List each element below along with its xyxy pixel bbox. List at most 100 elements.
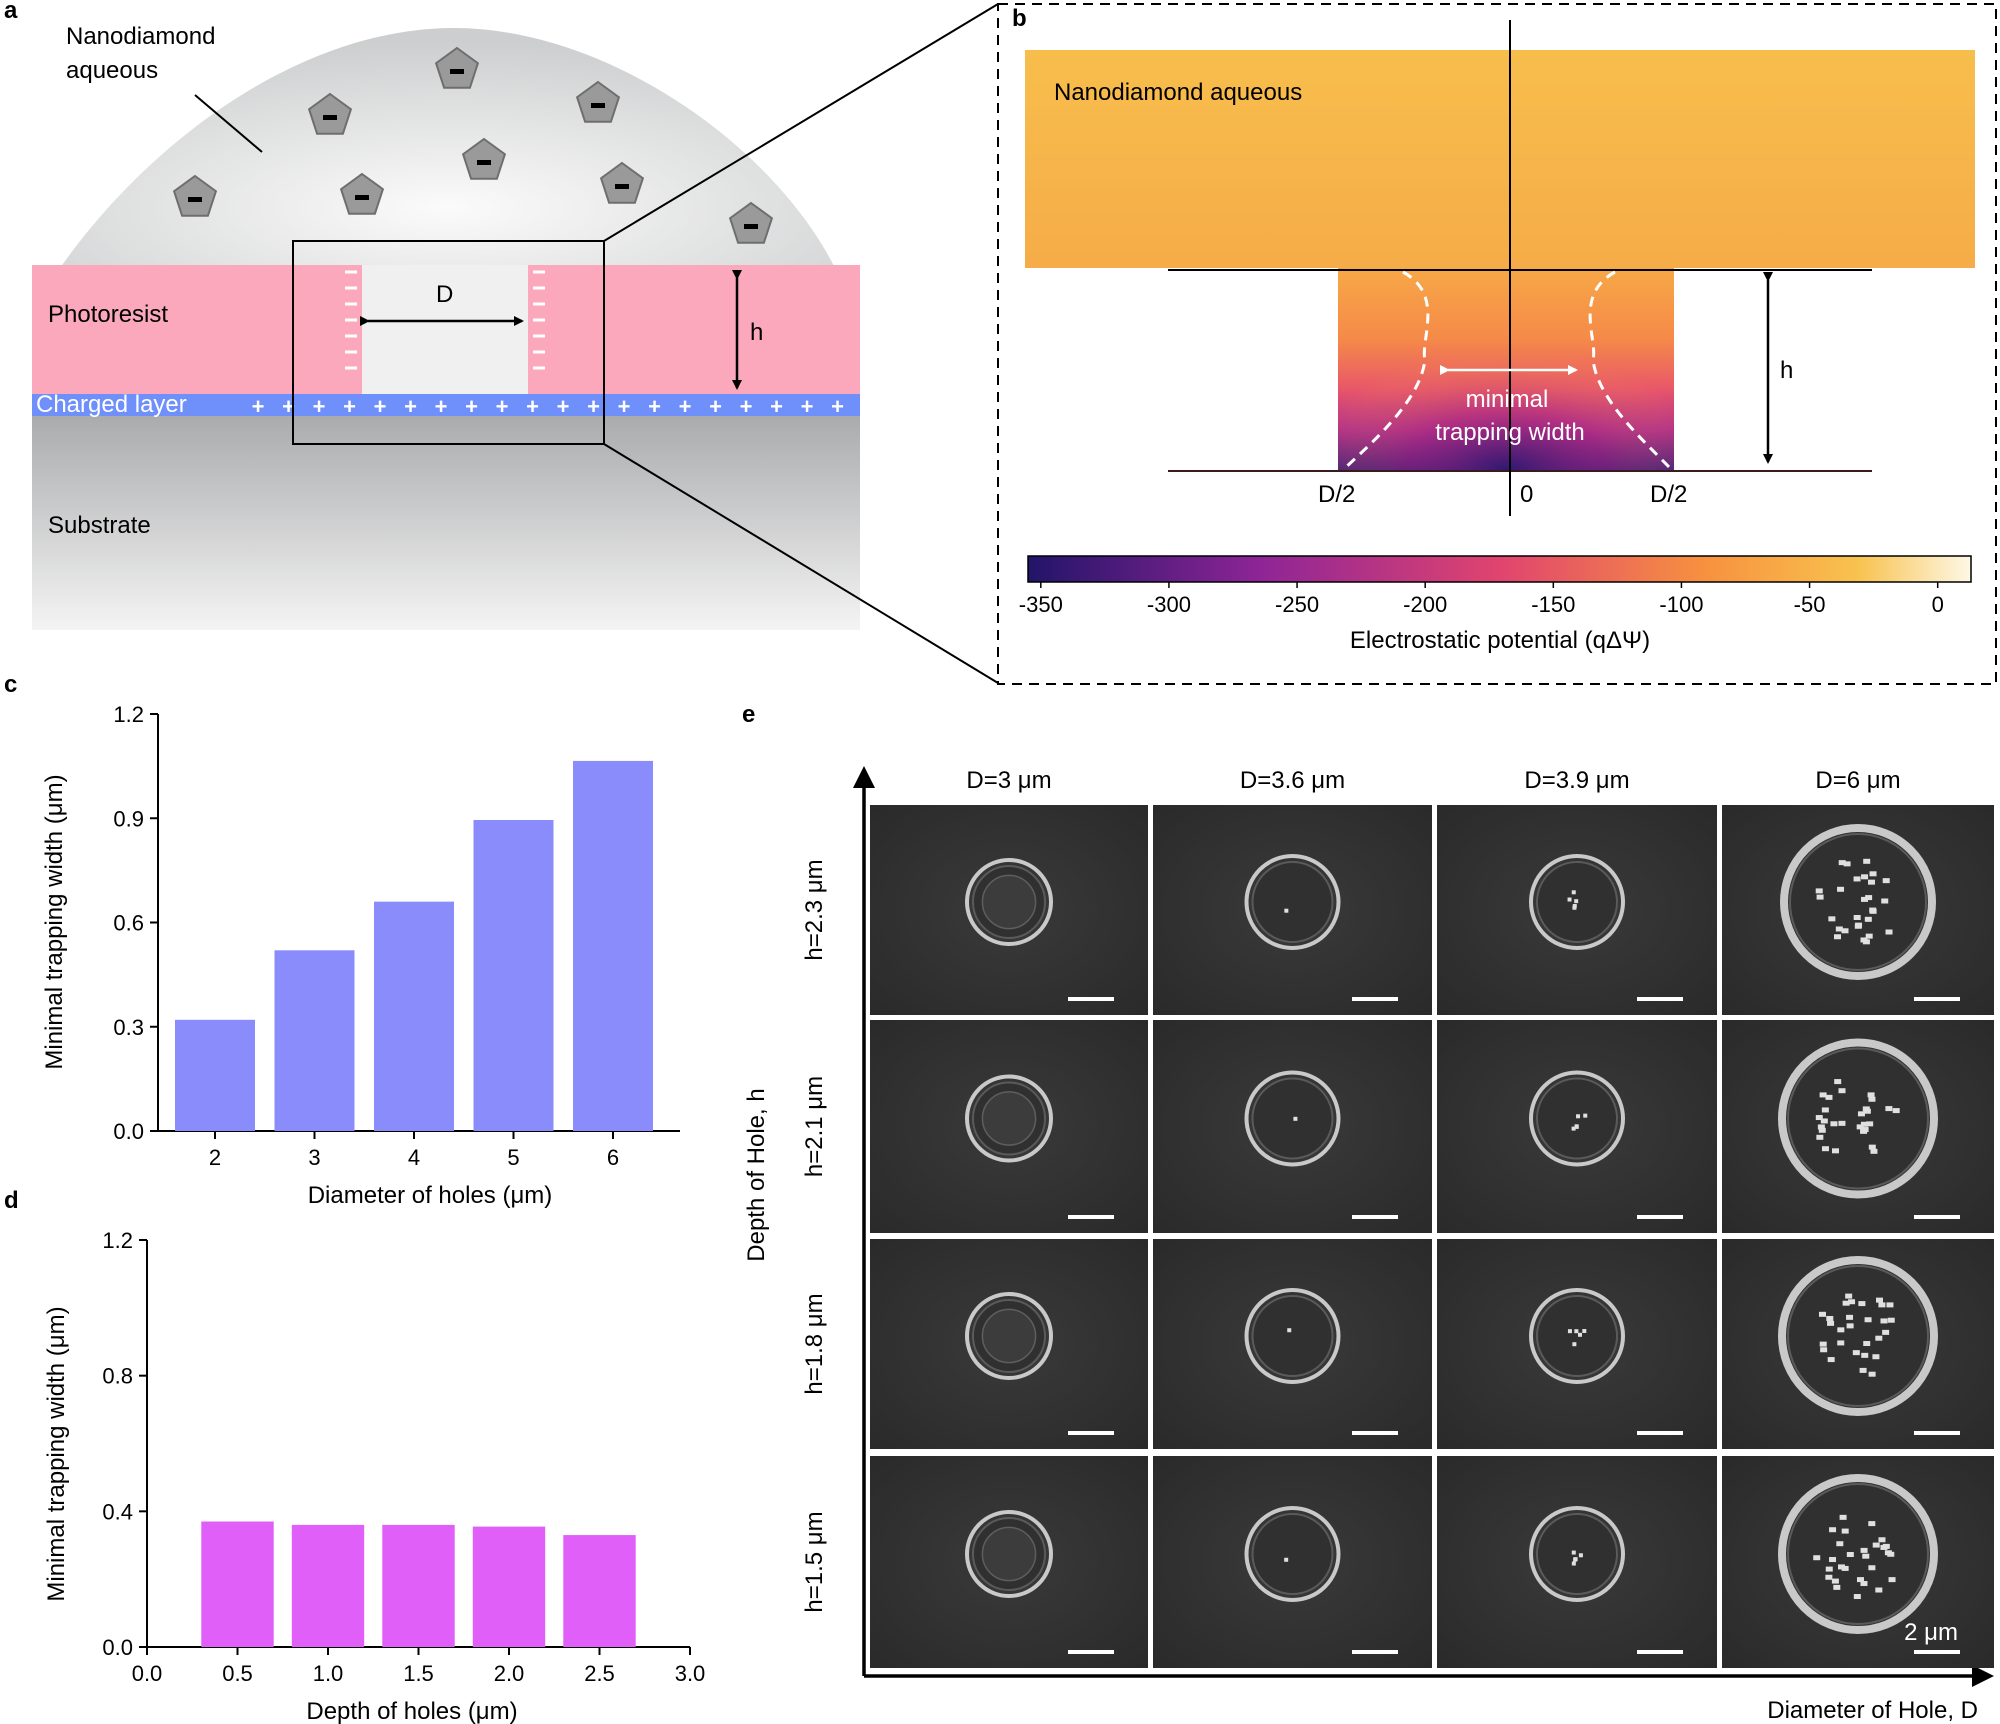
pentagon-shape xyxy=(434,46,480,89)
sem-nanodiamond xyxy=(1875,1335,1883,1341)
sem-hole-rim xyxy=(1529,854,1625,950)
sem-nanodiamond xyxy=(1820,1347,1828,1353)
sem-nanodiamond xyxy=(1828,916,1836,922)
sem-nanodiamond xyxy=(1872,1354,1880,1360)
panel-c: c 0.0 0.3 0.6 0.9 1.2 2 3 4 5 6 Diameter of holes… xyxy=(4,671,680,1209)
sem-nanodiamond xyxy=(1567,897,1572,902)
sem-hole-rim xyxy=(1778,1474,1938,1634)
sem-image xyxy=(870,805,1148,1015)
sem-nanodiamond xyxy=(1838,860,1846,866)
sem-nanodiamond xyxy=(1576,1114,1581,1119)
sem-hole-floor xyxy=(1787,1047,1929,1190)
sem-nanodiamond xyxy=(1830,1121,1838,1127)
chart-d-xtick-label: 3.0 xyxy=(675,1661,706,1686)
sem-nanodiamond xyxy=(1573,1557,1578,1562)
sem-nanodiamond xyxy=(1868,1371,1876,1377)
sem-image xyxy=(870,1239,1148,1449)
sem-hole-floor xyxy=(1789,833,1927,971)
pentagon-shape xyxy=(307,92,353,135)
sem-nanodiamond xyxy=(1819,1341,1827,1347)
sem-nanodiamond xyxy=(1868,1521,1876,1527)
chart-c-xtick-label: 4 xyxy=(408,1145,420,1170)
sem-nanodiamond xyxy=(1825,1574,1833,1580)
sem-nanodiamond xyxy=(1863,1108,1871,1114)
plus-sign: + xyxy=(343,394,356,419)
nanodiamond-particle xyxy=(461,137,507,180)
trap-boundary-right xyxy=(1588,270,1672,470)
sem-nanodiamond xyxy=(1832,1148,1840,1154)
plus-sign: + xyxy=(374,394,387,419)
panel-b: b Nanodiamond aqueous minimal trapping w… xyxy=(997,3,1997,685)
chart-c-bar xyxy=(473,819,554,1131)
sem-hole-rim xyxy=(965,1292,1053,1380)
sem-hole-rim xyxy=(1529,1288,1625,1384)
sem-nanodiamond xyxy=(1574,899,1579,904)
sem-nanodiamond xyxy=(1572,903,1577,908)
sem-nanodiamond xyxy=(1571,1550,1576,1555)
panel-a-letter: a xyxy=(4,0,18,24)
sem-hole-floor xyxy=(1787,1265,1929,1407)
sem-nanodiamond xyxy=(1882,878,1890,884)
sem-image xyxy=(1722,1239,1994,1449)
sem-nanodiamond xyxy=(1578,1553,1583,1558)
x-label-left: D/2 xyxy=(1318,481,1355,508)
wall-negative-charges xyxy=(345,270,545,370)
chart-c-ytick-label: 0.6 xyxy=(113,911,144,936)
sem-nanodiamond xyxy=(1857,1111,1865,1117)
nanodiamond-particle xyxy=(728,201,774,244)
panel-b-frame xyxy=(997,3,1997,685)
sem-image xyxy=(870,1456,1148,1668)
chart-d-ytick-label: 0.0 xyxy=(102,1635,133,1660)
nanodiamond-particle xyxy=(307,92,353,135)
h-label-b: h xyxy=(1780,357,1793,384)
plus-sign: + xyxy=(557,394,570,419)
plus-sign: + xyxy=(404,394,417,419)
sem-scale-bar xyxy=(1352,1431,1398,1435)
sem-nanodiamond xyxy=(1868,1565,1876,1571)
nanodiamond-droplet xyxy=(60,27,835,268)
plus-sign: + xyxy=(587,394,600,419)
chart-c-bar xyxy=(274,950,355,1131)
sem-nanodiamond xyxy=(1878,1302,1886,1308)
sem-hole-rim xyxy=(1244,1070,1341,1167)
sem-image xyxy=(1437,805,1717,1015)
plus-sign: + xyxy=(313,394,326,419)
sem-nanodiamond xyxy=(1868,1096,1876,1102)
sem-nanodiamond xyxy=(1821,1107,1829,1113)
sem-image xyxy=(1153,1456,1432,1668)
colorbar-tick-label: -50 xyxy=(1794,592,1826,617)
sem-hole-rim xyxy=(965,1074,1053,1163)
chart-d-ytick-label: 0.4 xyxy=(102,1499,133,1524)
sem-scale-bar xyxy=(1914,997,1960,1001)
sem-image xyxy=(1722,1020,1994,1233)
sem-nanodiamond xyxy=(1860,937,1868,943)
negative-charge-icon xyxy=(744,224,758,229)
sem-image xyxy=(1153,1239,1432,1449)
nanodiamond-particle xyxy=(339,172,385,215)
sem-hole-rim xyxy=(1244,1288,1341,1384)
D-label: D xyxy=(436,281,453,308)
plus-sign: + xyxy=(252,394,265,419)
sem-hole-floor xyxy=(1787,1483,1929,1625)
sem-nanodiamond xyxy=(1880,1318,1888,1324)
chart-d-bar xyxy=(563,1535,636,1647)
chart-d-xtick-label: 1.0 xyxy=(313,1661,344,1686)
sem-nanodiamond xyxy=(1821,1146,1829,1152)
sem-scale-bar xyxy=(1637,1650,1683,1654)
sem-nanodiamond xyxy=(1837,1564,1845,1570)
sem-nanodiamond xyxy=(1861,874,1869,880)
sem-hole-rim xyxy=(1244,854,1341,950)
pentagon-shape xyxy=(575,80,621,123)
sem-nanodiamond xyxy=(1875,1297,1883,1303)
sem-image xyxy=(1153,1020,1432,1233)
plus-sign: + xyxy=(435,394,448,419)
sem-nanodiamond xyxy=(1867,1092,1875,1098)
negative-charge-icon xyxy=(450,69,464,74)
minimal-label-line2: trapping width xyxy=(1435,419,1584,446)
plus-sign: + xyxy=(709,394,722,419)
colorbar-title: Electrostatic potential (qΔΨ) xyxy=(1350,627,1650,654)
chart-c-bar xyxy=(175,1019,255,1131)
sem-hole-floor xyxy=(1536,1295,1618,1377)
sem-nanodiamond xyxy=(1582,1329,1587,1334)
sem-scale-bar xyxy=(1352,1650,1398,1654)
